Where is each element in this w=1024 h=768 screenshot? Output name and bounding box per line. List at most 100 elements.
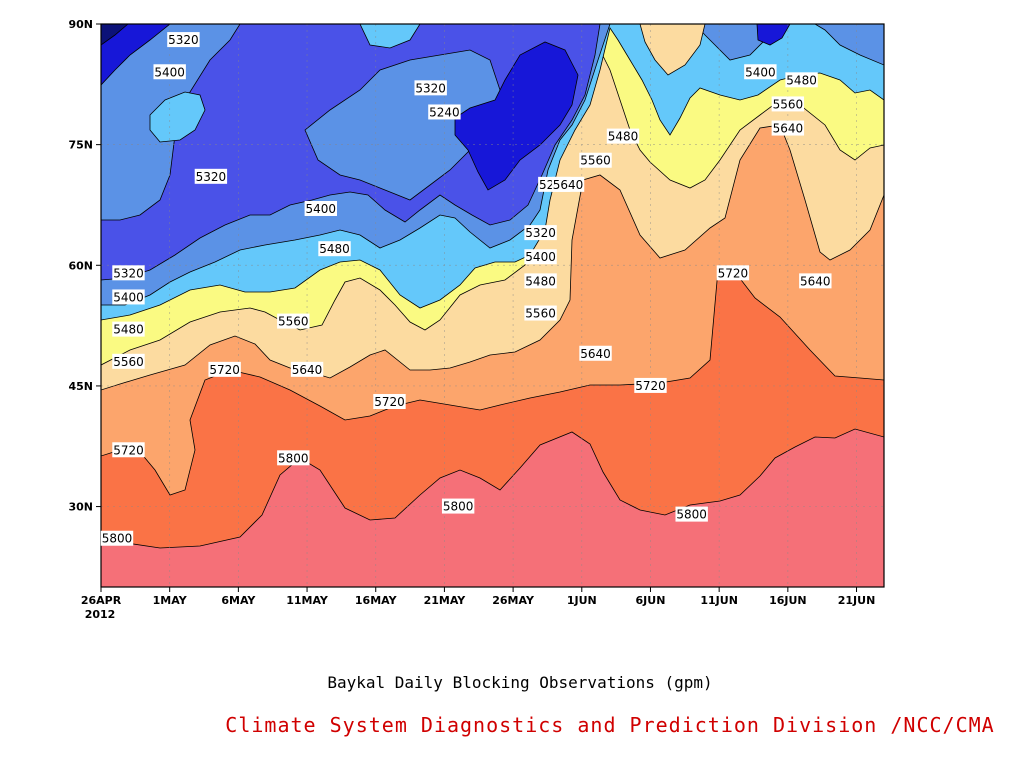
contour-label: 5560 — [579, 152, 612, 168]
x-tick-label: 16JUN — [769, 594, 807, 607]
contour-label: 5800 — [277, 450, 310, 466]
contour-label: 5720 — [373, 394, 406, 410]
contour-label: 5480 — [524, 273, 557, 289]
contour-label-text: 5400 — [745, 65, 776, 79]
contour-label: 5480 — [318, 241, 351, 257]
contour-label-bg — [441, 498, 475, 514]
contour-label-text: 5800 — [443, 500, 474, 514]
contour-label-text: 5640 — [292, 363, 323, 377]
contour-label-bg — [290, 361, 324, 377]
contour-label-bg — [579, 152, 612, 168]
contour-label: 5480 — [785, 72, 818, 88]
contour-label-bg — [112, 289, 145, 305]
contour-label-bg — [551, 176, 585, 192]
contour-label-text: 5560 — [113, 355, 144, 369]
contour-label-bg — [112, 353, 145, 369]
y-axis: 30N 45N 60N 75N 90N — [68, 18, 101, 514]
contour-label-text: 5560 — [525, 307, 556, 321]
contour-label: 5480 — [112, 321, 145, 337]
x-tick-label: 1JUN — [567, 594, 597, 607]
contour-label-bg — [318, 241, 351, 257]
contour-label-bg — [579, 345, 612, 361]
contour-label: 5560 — [277, 313, 310, 329]
x-tick-label: 6MAY — [221, 594, 256, 607]
contour-label-bg — [428, 104, 461, 120]
contour-label-text: 5800 — [278, 451, 309, 465]
y-tick-label: 90N — [68, 18, 93, 31]
contour-label-bg — [799, 273, 832, 289]
contour-label-bg — [153, 64, 186, 80]
credit-line: Climate System Diagnostics and Predictio… — [225, 713, 994, 737]
contour-label: 5720 — [112, 442, 145, 458]
contour-label-bg — [524, 249, 557, 265]
contour-label-bg — [771, 96, 805, 112]
y-tick-label: 60N — [68, 259, 93, 272]
contour-label: 5800 — [441, 498, 475, 514]
band-5160-5240-ne — [756, 24, 791, 46]
contour-label-bg — [675, 506, 708, 522]
contour-label-text: 5480 — [113, 323, 144, 337]
contour-label-bg — [373, 394, 406, 410]
contour-label-bg — [208, 361, 241, 377]
x-tick-label: 26APR — [81, 594, 122, 607]
contour-label-text: 5400 — [306, 202, 337, 216]
contour-label: 5720 — [716, 265, 750, 281]
contour-label-text: 5320 — [196, 170, 227, 184]
contour-label-bg — [771, 120, 805, 136]
contour-label-text: 5720 — [374, 395, 405, 409]
contour-label-text: 5320 — [168, 33, 199, 47]
contour-label-text: 5560 — [580, 154, 611, 168]
y-tick-label: 30N — [68, 501, 93, 514]
band-lt5160-corner — [101, 24, 129, 46]
contour-label-bg — [785, 72, 818, 88]
contour-label-bg — [112, 265, 145, 281]
chart-title: Baykal Daily Blocking Observations (gpm) — [327, 673, 712, 692]
contour-label-text: 5480 — [608, 130, 639, 144]
contour-label: 5320 — [414, 80, 447, 96]
contour-label-bg — [194, 168, 228, 184]
contour-label-text: 5400 — [154, 65, 185, 79]
contour-label: 5320 — [112, 265, 145, 281]
contour-label-bg — [524, 305, 557, 321]
contour-label-text: 5560 — [773, 97, 804, 111]
x-tick-label: 1MAY — [153, 594, 188, 607]
contour-label-text: 5720 — [113, 443, 144, 457]
contour-label-text: 5640 — [800, 274, 831, 288]
band-5400-5480-top — [359, 24, 421, 49]
filled-contour-bands — [101, 24, 884, 587]
contour-label: 5400 — [744, 64, 777, 80]
contour-label-text: 5720 — [718, 266, 749, 280]
contour-label-text: 5560 — [278, 315, 309, 329]
contour-label: 5560 — [524, 305, 557, 321]
contour-label: 5400 — [304, 200, 337, 216]
contour-label-text: 5320 — [415, 81, 446, 95]
contour-label-text: 5400 — [113, 290, 144, 304]
contour-label: 5320 — [167, 32, 200, 48]
contour-labels: 5320540053205240532054005240540054805560… — [100, 32, 832, 546]
contour-label-bg — [524, 273, 557, 289]
x-tick-label: 21MAY — [424, 594, 467, 607]
contour-label: 5720 — [634, 377, 667, 393]
contour-label-text: 5320 — [525, 226, 556, 240]
contour-label-bg — [304, 200, 337, 216]
x-tick-label: 11MAY — [286, 594, 329, 607]
contour-label: 5480 — [606, 128, 640, 144]
band-5160-5240-nw — [101, 24, 171, 86]
contour-label-text: 5800 — [676, 508, 707, 522]
contour-label: 5400 — [524, 249, 557, 265]
x-tick-label: 6JUN — [636, 594, 666, 607]
contour-label-bg — [277, 313, 310, 329]
contour-label-text: 5720 — [635, 379, 666, 393]
y-tick-label: 75N — [68, 139, 93, 152]
contour-label: 5560 — [771, 96, 805, 112]
band-5160-5240-core — [454, 41, 579, 191]
contour-label-text: 5480 — [786, 73, 817, 87]
contour-label: 5640 — [799, 273, 832, 289]
contour-label-text: 5480 — [525, 274, 556, 288]
contour-label-bg — [414, 80, 447, 96]
plot-frame — [100, 23, 885, 588]
contour-label-bg — [716, 265, 750, 281]
contour-label-bg — [277, 450, 310, 466]
x-axis: 26APR 1MAY 6MAY 11MAY 16MAY 21MAY 26MAY 1JUN 6JU… — [81, 587, 875, 621]
